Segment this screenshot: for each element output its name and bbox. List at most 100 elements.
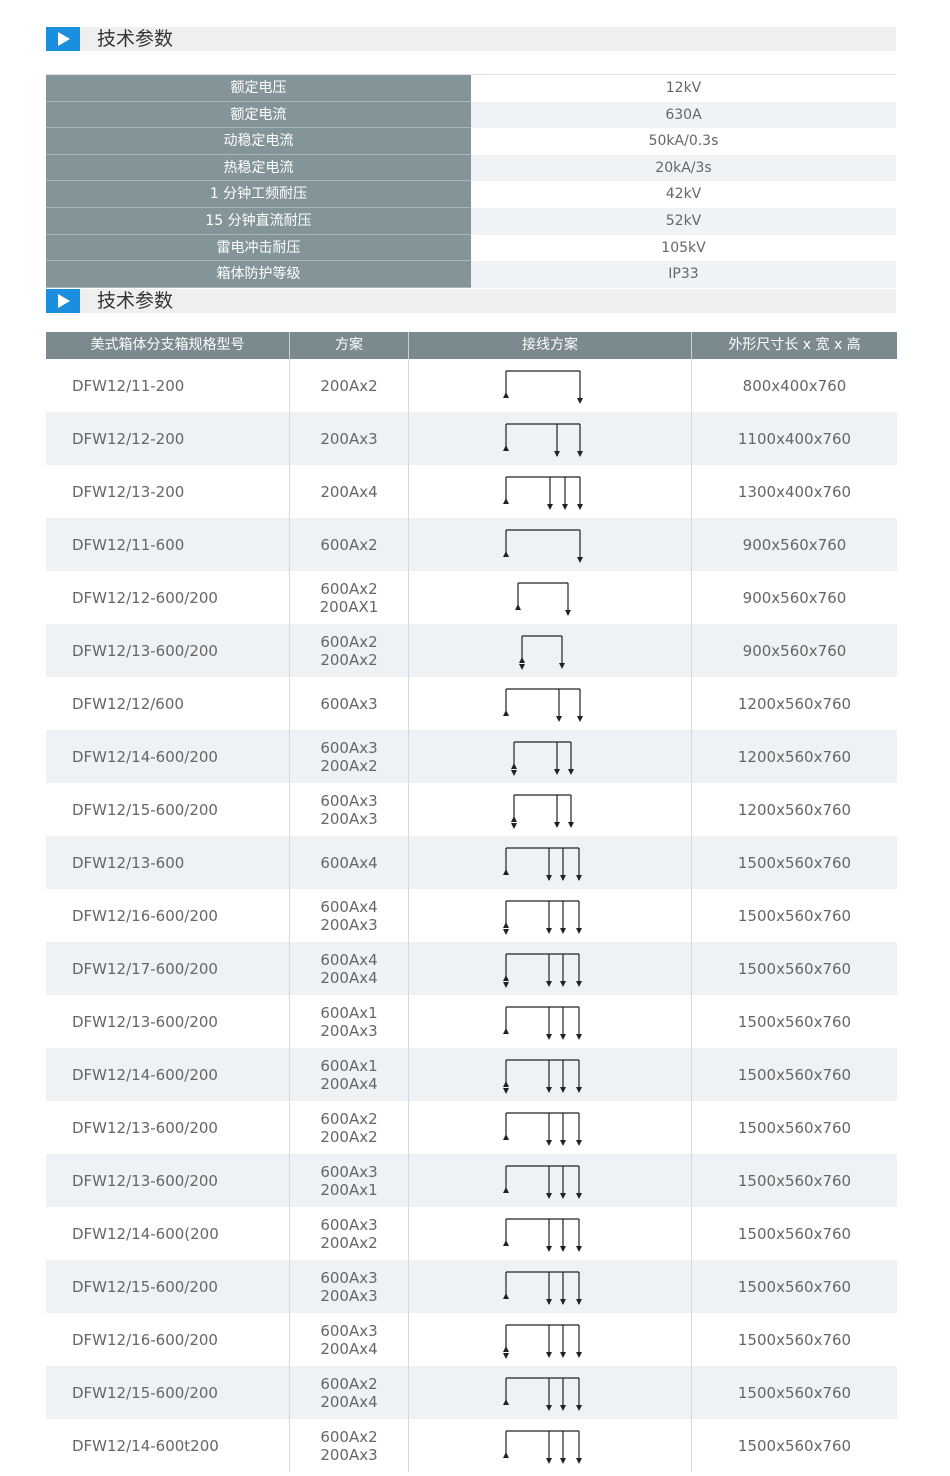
scheme-cell: 200Ax2 (290, 359, 409, 412)
size-cell: 1500x560x760 (737, 1224, 852, 1243)
arrow (568, 822, 574, 828)
scheme-line: 200Ax3 (320, 809, 378, 828)
arrow (576, 1299, 582, 1305)
arrow (576, 1246, 582, 1252)
scheme-line: 200Ax3 (320, 1286, 378, 1305)
arrow (576, 1458, 582, 1464)
scheme-cell: 600Ax2 200AX1 (290, 571, 409, 624)
scheme-line: 200Ax1 (320, 1180, 378, 1199)
size-cell: 1500x560x760 (737, 1012, 852, 1031)
scheme-line: 200Ax2 (320, 1233, 378, 1252)
scheme-cell: 200Ax3 (290, 412, 409, 465)
scheme-line: 200Ax4 (320, 1339, 378, 1358)
wiring-diagram (503, 1324, 582, 1359)
scheme-line: 600Ax3 (320, 694, 378, 713)
wiring-diagram (503, 1218, 582, 1252)
scheme-line: 200Ax4 (320, 482, 378, 501)
size-cell: 1500x560x760 (737, 1436, 852, 1455)
model-cell: DFW12/16-600/200 (46, 1313, 290, 1366)
arrow (503, 551, 509, 557)
table-row: DFW12/11-600 600Ax2 900x560x760 (46, 518, 897, 571)
scheme-line: 200Ax3 (320, 429, 378, 448)
arrow (560, 1087, 566, 1093)
wiring-diagram (503, 529, 583, 563)
arrow (503, 922, 509, 928)
arrow (546, 1140, 552, 1146)
param-row: 15 分钟直流耐压 52kV (46, 207, 896, 235)
wiring-diagram (519, 635, 565, 670)
model-cell: DFW12/13-600 (46, 836, 290, 889)
arrow (503, 498, 509, 504)
arrow (560, 1458, 566, 1464)
arrow (519, 664, 525, 670)
arrow (503, 1293, 509, 1299)
arrow (503, 1028, 509, 1034)
model-cell: DFW12/15-600/200 (46, 1366, 290, 1419)
arrow (554, 822, 560, 828)
arrow (546, 1034, 552, 1040)
table-header: 美式箱体分支箱规格型号 方案 接线方案 外形尺寸长 x 宽 x 高 (46, 332, 897, 359)
size-cell: 800x400x760 (742, 376, 847, 395)
arrow (511, 823, 517, 829)
size-cell: 900x560x760 (742, 641, 847, 660)
arrow (503, 1187, 509, 1193)
size-cell: 1500x560x760 (737, 959, 852, 978)
param-row: 额定电流 630A (46, 101, 896, 129)
header-cell: 美式箱体分支箱规格型号 (46, 332, 290, 359)
table-row: DFW12/14-600/200 600Ax3 200Ax2 1200x560x760 (46, 730, 897, 783)
model-cell: DFW12/13-600/200 (46, 1154, 290, 1207)
table-row: DFW12/15-600/200 600Ax2 200Ax4 1500x560x760 (46, 1366, 897, 1419)
scheme-line: 600Ax3 (320, 1268, 378, 1287)
param-value: 20kA/3s (471, 154, 896, 182)
scheme-line: 600Ax4 (320, 853, 378, 872)
wiring-diagram (503, 953, 582, 988)
wiring-diagram (503, 370, 583, 404)
scheme-line: 600Ax1 (320, 1003, 378, 1022)
arrow (565, 610, 571, 616)
arrow (503, 869, 509, 875)
model-cell: DFW12/14-600t200 (46, 1419, 290, 1472)
arrow (560, 1034, 566, 1040)
section-title: 技术参数 (97, 290, 174, 312)
model-cell: DFW12/16-600/200 (46, 889, 290, 942)
model-cell: DFW12/14-600/200 (46, 730, 290, 783)
scheme-cell: 600Ax2 200Ax4 (290, 1366, 409, 1419)
arrow (559, 663, 565, 669)
scheme-cell: 600Ax2 200Ax2 (290, 1101, 409, 1154)
arrow (576, 1405, 582, 1411)
scheme-cell: 600Ax3 200Ax2 (290, 730, 409, 783)
param-value: 50kA/0.3s (648, 133, 719, 150)
arrow (560, 928, 566, 934)
scheme-line: 200Ax3 (320, 1445, 378, 1464)
arrow (576, 1352, 582, 1358)
scheme-cell: 600Ax3 200Ax3 (290, 783, 409, 836)
model-cell: DFW12/13-200 (46, 465, 290, 518)
arrow (503, 1240, 509, 1246)
scheme-cell: 600Ax2 (290, 518, 409, 571)
model-cell: DFW12/12-600/200 (46, 571, 290, 624)
arrow (503, 929, 509, 935)
scheme-line: 200Ax4 (320, 968, 378, 987)
table-row: DFW12/12/600 600Ax3 1200x560x760 (46, 677, 897, 730)
table-row: DFW12/15-600/200 600Ax3 200Ax3 1500x560x760 (46, 1260, 897, 1313)
wiring-diagram (503, 476, 583, 510)
diagram-cell (409, 1048, 692, 1101)
arrow (503, 710, 509, 716)
scheme-line: 200AX1 (319, 597, 379, 616)
table-row: DFW12/13-600 600Ax4 1500x560x760 (46, 836, 897, 889)
scheme-line: 600Ax3 (320, 1162, 378, 1181)
param-row: 箱体防护等级 IP33 (46, 261, 896, 288)
header-cell: 外形尺寸长 x 宽 x 高 (728, 337, 861, 353)
diagram-cell (409, 783, 692, 836)
diagram-cell (409, 1260, 692, 1313)
arrow (560, 1246, 566, 1252)
param-row: 雷电冲击耐压 105kV (46, 234, 896, 262)
table-row: DFW12/14-600/200 600Ax1 200Ax4 1500x560x760 (46, 1048, 897, 1101)
scheme-line: 600Ax3 (320, 791, 378, 810)
arrow (546, 1087, 552, 1093)
size-cell: 1500x560x760 (737, 1277, 852, 1296)
table-row: DFW12/13-600/200 600Ax2 200Ax2 900x560x760 (46, 624, 897, 677)
arrow (576, 1140, 582, 1146)
arrow (546, 1405, 552, 1411)
